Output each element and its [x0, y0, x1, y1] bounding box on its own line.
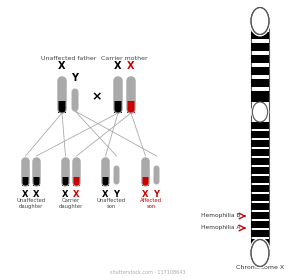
Text: Y: Y [71, 73, 78, 83]
FancyBboxPatch shape [73, 158, 80, 186]
Bar [251, 140, 269, 147]
FancyBboxPatch shape [154, 166, 159, 184]
Text: shutterstock.com · 117108643: shutterstock.com · 117108643 [110, 270, 186, 275]
Ellipse shape [249, 237, 271, 269]
Ellipse shape [251, 239, 269, 267]
FancyBboxPatch shape [33, 158, 40, 186]
Polygon shape [142, 177, 149, 186]
Bar [251, 21, 269, 28]
Text: X: X [58, 61, 66, 71]
Text: Unaffected father: Unaffected father [41, 56, 96, 61]
Text: X: X [33, 190, 40, 199]
Text: Unaffected
son: Unaffected son [96, 198, 126, 209]
Text: Unaffected
daughter: Unaffected daughter [17, 198, 45, 209]
Bar [251, 167, 269, 174]
Bar [251, 239, 269, 246]
Bar [251, 67, 269, 75]
Bar [251, 158, 269, 165]
Bar [251, 149, 269, 156]
Ellipse shape [251, 8, 269, 34]
Bar [251, 176, 269, 183]
Bar [251, 122, 269, 129]
Text: Hemophilia B: Hemophilia B [201, 214, 240, 218]
FancyBboxPatch shape [22, 158, 29, 186]
Polygon shape [33, 177, 40, 186]
Text: Carrier
daughter: Carrier daughter [59, 198, 83, 209]
FancyBboxPatch shape [58, 77, 66, 113]
Polygon shape [114, 101, 122, 113]
Bar [251, 230, 269, 237]
Text: Chromosome X: Chromosome X [236, 265, 284, 270]
Bar [251, 55, 269, 63]
Text: X: X [102, 190, 109, 199]
Text: X: X [73, 190, 80, 199]
Text: Y: Y [153, 190, 160, 199]
Text: X: X [22, 190, 29, 199]
FancyBboxPatch shape [127, 77, 135, 113]
Bar [251, 221, 269, 228]
Bar [251, 79, 269, 87]
Text: Carrier mother: Carrier mother [101, 56, 148, 61]
Polygon shape [102, 177, 109, 186]
Text: ×: × [91, 90, 102, 104]
Bar [251, 32, 269, 39]
FancyBboxPatch shape [72, 89, 78, 111]
Polygon shape [22, 177, 29, 186]
Polygon shape [73, 177, 80, 186]
Text: Affected
son: Affected son [140, 198, 162, 209]
FancyBboxPatch shape [114, 166, 119, 184]
FancyBboxPatch shape [142, 158, 149, 186]
Polygon shape [58, 101, 66, 113]
Bar [251, 91, 269, 102]
Bar [251, 203, 269, 210]
FancyBboxPatch shape [62, 158, 69, 186]
Text: X: X [114, 61, 122, 71]
Polygon shape [62, 177, 69, 186]
Ellipse shape [251, 102, 269, 122]
Bar [251, 43, 269, 51]
Bar [251, 131, 269, 138]
Ellipse shape [249, 6, 271, 36]
Bar [251, 194, 269, 201]
FancyBboxPatch shape [114, 77, 122, 113]
Text: Hemophilia A: Hemophilia A [201, 225, 240, 230]
Bar [251, 185, 269, 192]
Polygon shape [127, 101, 135, 113]
Text: X: X [127, 61, 135, 71]
Text: Y: Y [114, 190, 119, 199]
Text: X: X [142, 190, 149, 199]
Bar [251, 21, 269, 253]
Ellipse shape [252, 102, 268, 122]
FancyBboxPatch shape [102, 158, 109, 186]
Text: X: X [62, 190, 69, 199]
Bar [251, 212, 269, 219]
